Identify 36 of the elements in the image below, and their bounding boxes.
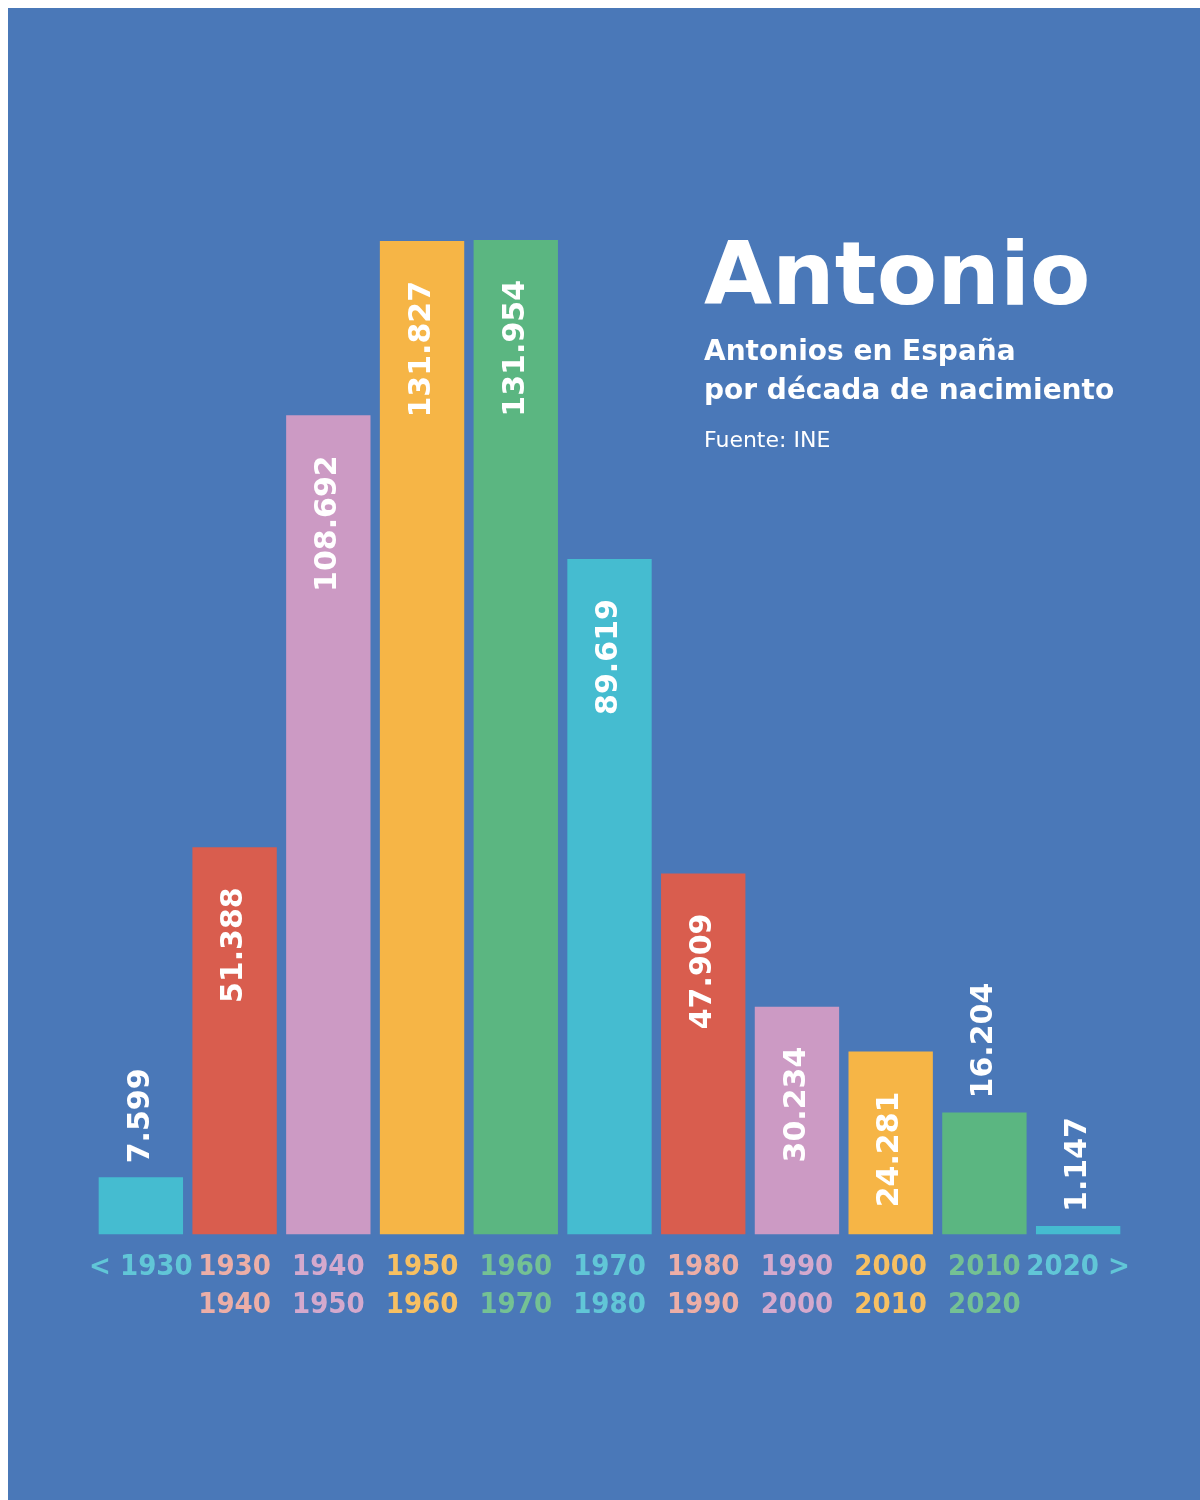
data-label: 7.599 [120,1068,156,1164]
bar [192,847,277,1235]
bar [473,240,558,1235]
bar [286,415,371,1235]
data-label: 1.147 [1057,1117,1093,1212]
bar [567,559,652,1235]
x-tick-label: 2010 2020 [948,1247,1021,1320]
x-tick-label: 1980 1990 [666,1247,740,1320]
x-tick-label: 1990 2000 [760,1247,834,1320]
data-label: 30.234 [776,1046,812,1163]
x-tick-label: 1930 1940 [198,1247,271,1320]
chart-title: Antonio [704,222,1092,325]
annotation: Fuente: INE [704,427,832,453]
x-tick-label: 1940 1950 [292,1247,365,1320]
x-tick-label: 1950 1960 [385,1247,459,1320]
bar [848,1051,933,1235]
x-tick-label: < 1930 [89,1247,193,1282]
data-label: 47.909 [683,913,719,1030]
data-label: 131.827 [401,280,437,418]
bar [661,873,746,1235]
data-label: 108.692 [308,455,344,592]
text: Antonios en España por década de nacimiento [704,332,1116,408]
data-label: 51.388 [214,887,250,1004]
data-label: 89.619 [589,599,625,715]
data-label: 131.954 [495,280,531,417]
x-tick-label: 2020 > [1026,1247,1130,1282]
x-tick-label: 2000 2010 [854,1247,927,1320]
bar [379,240,465,1235]
data-label: 24.281 [870,1091,906,1208]
bar [1035,1225,1121,1235]
bar [942,1112,1027,1235]
bar [754,1006,840,1235]
data-label: 16.204 [964,982,1000,1099]
bar [98,1177,184,1235]
x-tick-label: 1970 1980 [573,1247,646,1320]
x-tick-label: 1960 1970 [479,1247,553,1320]
